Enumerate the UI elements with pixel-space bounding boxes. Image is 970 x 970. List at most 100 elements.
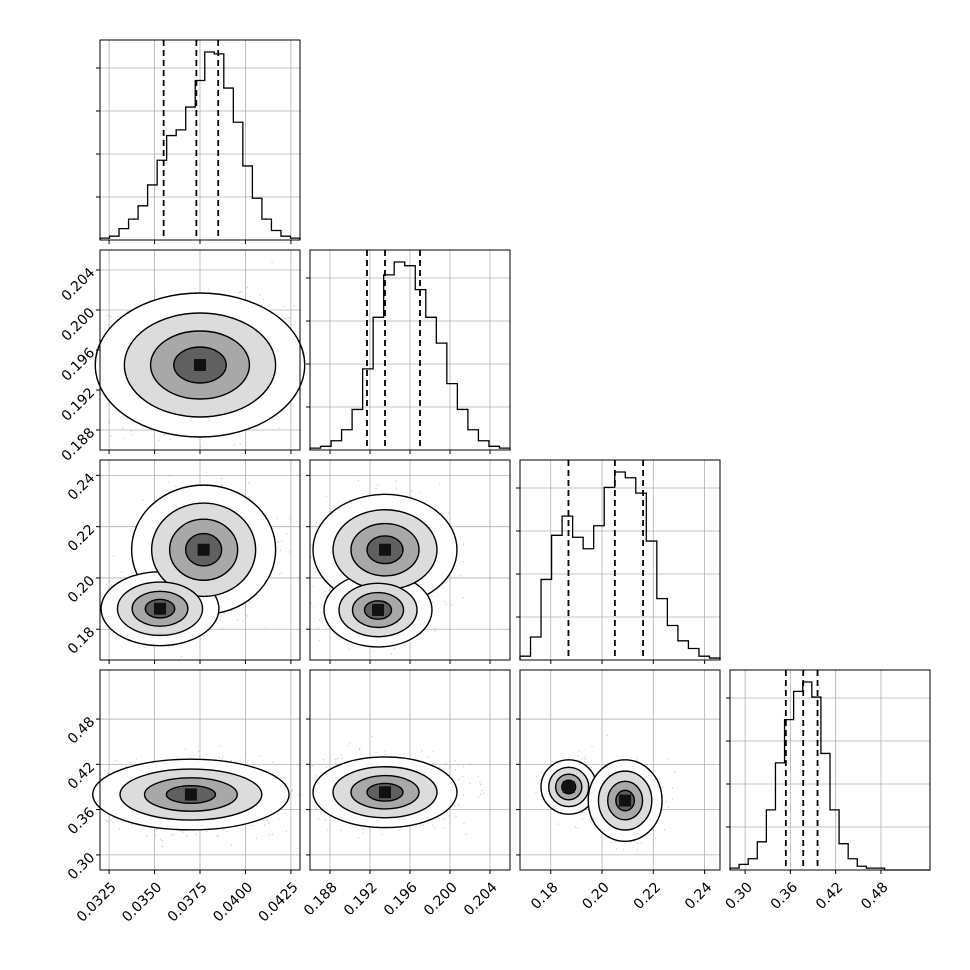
scatter-point xyxy=(194,288,196,290)
scatter-point xyxy=(110,316,112,318)
scatter-point xyxy=(395,487,397,490)
scatter-point xyxy=(196,833,198,836)
scatter-point xyxy=(222,829,224,831)
scatter-point xyxy=(278,427,280,429)
scatter-point xyxy=(108,420,110,423)
scatter-point xyxy=(154,292,156,294)
scatter-point xyxy=(443,600,446,603)
scatter-point xyxy=(293,304,295,307)
scatter-point xyxy=(203,635,205,637)
scatter-point xyxy=(173,833,175,835)
scatter-point xyxy=(154,834,157,837)
scatter-point xyxy=(393,647,396,649)
scatter-point xyxy=(445,603,448,606)
scatter-point xyxy=(348,648,351,650)
histogram-step-0 xyxy=(99,51,301,240)
scatter-point xyxy=(281,540,283,542)
density-peak-0 xyxy=(197,543,210,556)
scatter-point xyxy=(259,755,261,758)
scatter-point xyxy=(245,753,247,755)
scatter-point xyxy=(310,602,312,604)
scatter-point xyxy=(289,551,291,553)
scatter-point xyxy=(262,298,265,301)
scatter-point xyxy=(221,484,224,487)
scatter-point xyxy=(113,555,115,557)
scatter-point xyxy=(107,314,110,317)
panel-frame xyxy=(519,459,721,661)
scatter-point xyxy=(230,759,233,762)
scatter-point xyxy=(199,446,201,449)
scatter-point xyxy=(265,626,267,628)
panel-0-0 xyxy=(96,39,301,244)
scatter-point xyxy=(109,580,111,583)
scatter-point xyxy=(123,437,125,439)
scatter-point xyxy=(395,480,397,482)
scatter-point xyxy=(220,615,223,617)
scatter-point xyxy=(125,765,127,768)
scatter-point xyxy=(131,433,133,436)
scatter-point xyxy=(372,650,375,652)
scatter-point xyxy=(283,305,286,308)
scatter-point xyxy=(276,541,279,543)
scatter-point xyxy=(105,819,108,822)
scatter-point xyxy=(110,819,112,821)
scatter-point xyxy=(433,627,436,630)
scatter-point xyxy=(221,477,223,480)
scatter-point xyxy=(311,543,313,545)
scatter-point xyxy=(285,318,287,320)
scatter-point xyxy=(219,745,222,747)
scatter-point xyxy=(271,261,273,263)
scatter-point xyxy=(168,482,170,484)
scatter-point xyxy=(320,617,322,619)
scatter-point xyxy=(314,571,317,573)
density-peak-1 xyxy=(154,602,166,615)
scatter-point xyxy=(168,646,171,648)
scatter-point xyxy=(219,619,221,621)
scatter-point xyxy=(338,638,341,640)
scatter-point xyxy=(318,619,321,622)
scatter-point xyxy=(252,500,254,502)
scatter-point xyxy=(222,756,224,758)
scatter-point xyxy=(272,772,274,775)
scatter-point xyxy=(122,427,124,429)
scatter-point xyxy=(289,517,291,520)
scatter-point xyxy=(172,645,174,648)
scatter-point xyxy=(164,434,166,436)
scatter-point xyxy=(318,523,320,525)
scatter-point xyxy=(390,653,393,655)
panel-2-0 xyxy=(96,459,301,664)
scatter-point xyxy=(249,496,251,499)
scatter-point xyxy=(278,771,280,774)
scatter-point xyxy=(104,328,106,330)
scatter-point xyxy=(199,755,201,758)
scatter-point xyxy=(130,761,132,764)
scatter-point xyxy=(106,583,108,585)
scatter-point xyxy=(439,483,441,486)
scatter-point xyxy=(108,422,110,424)
density-peak-0 xyxy=(194,359,206,371)
scatter-point xyxy=(108,633,111,635)
scatter-point xyxy=(405,492,408,494)
scatter-point xyxy=(311,585,313,588)
scatter-point xyxy=(460,575,462,577)
scatter-point xyxy=(220,484,222,486)
scatter-point xyxy=(115,759,118,761)
scatter-point xyxy=(246,286,249,289)
scatter-point xyxy=(268,834,270,836)
scatter-point xyxy=(347,643,349,645)
scatter-point xyxy=(450,603,453,606)
panel-3-0 xyxy=(92,669,301,874)
scatter-point xyxy=(285,830,288,832)
scatter-point xyxy=(131,823,133,825)
scatter-point xyxy=(462,561,464,563)
scatter-point xyxy=(377,484,379,486)
scatter-point xyxy=(324,590,326,593)
scatter-point xyxy=(239,443,242,445)
scatter-point xyxy=(221,758,223,760)
corner-panels: 0.0325 0.0350 0.0375 0.0400 0.0425 0.188 0.192… xyxy=(59,39,931,925)
scatter-point xyxy=(175,485,177,487)
density-peak-0 xyxy=(379,543,391,556)
scatter-point xyxy=(133,571,135,573)
scatter-point xyxy=(180,655,183,658)
scatter-point xyxy=(120,571,123,573)
